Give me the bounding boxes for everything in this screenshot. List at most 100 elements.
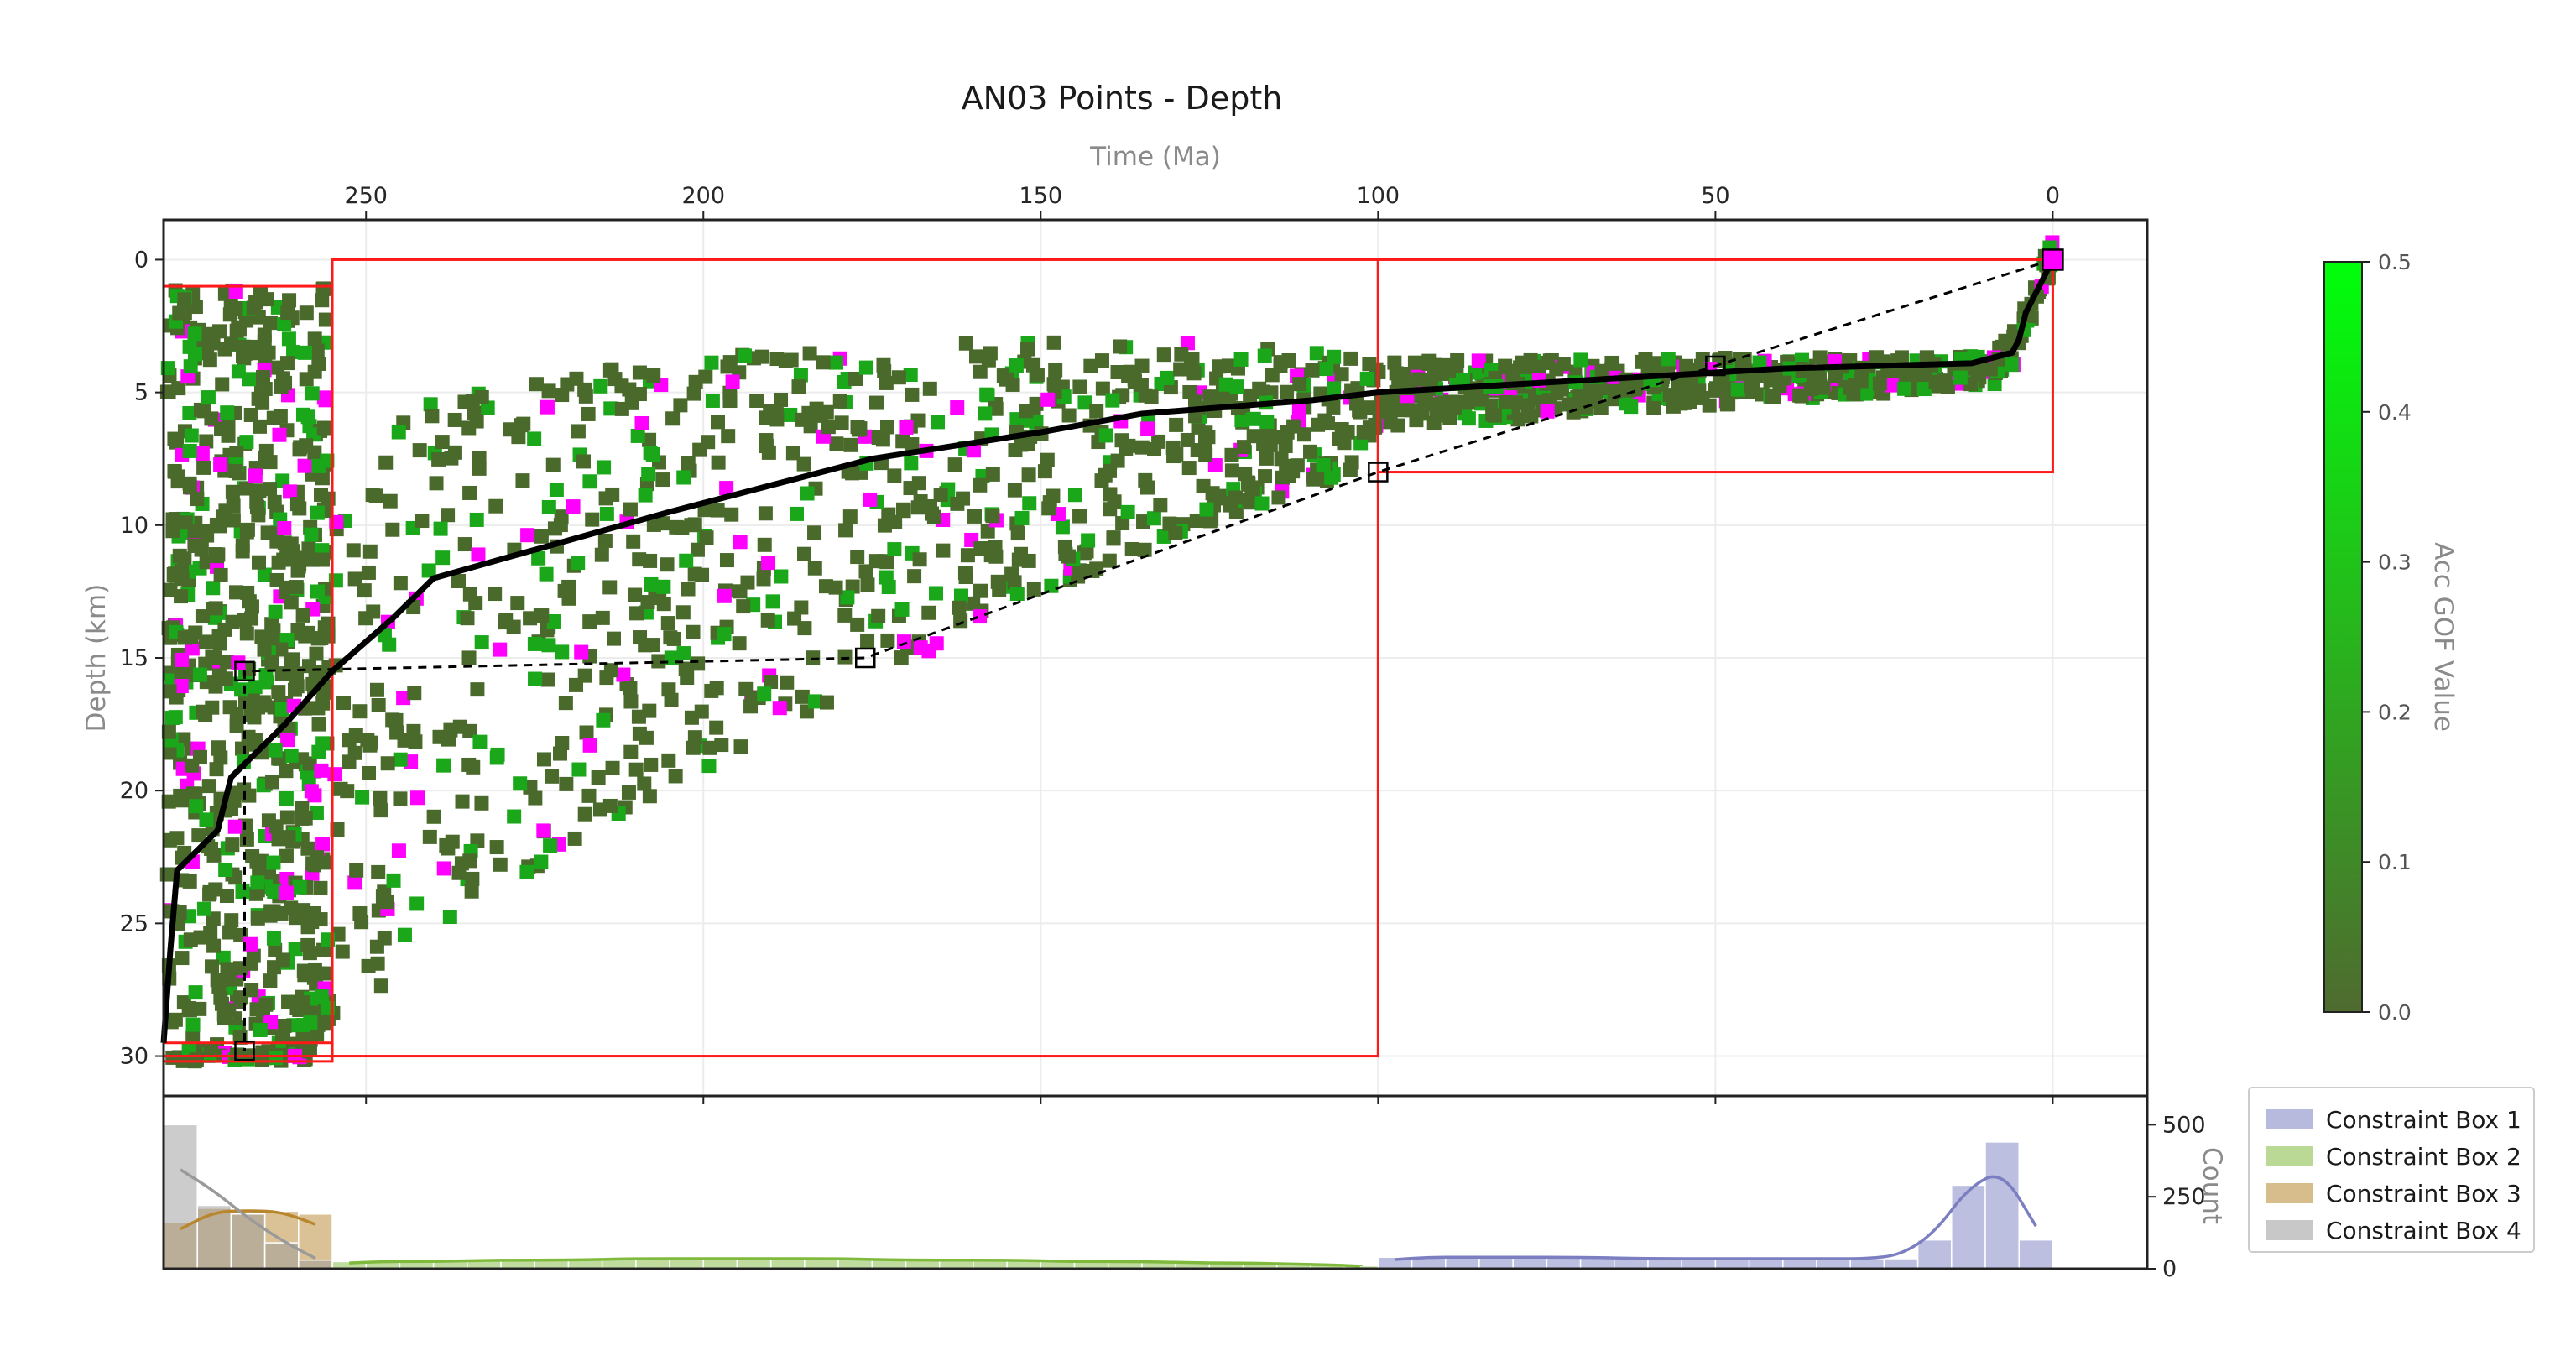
data-point <box>275 952 290 968</box>
data-point <box>189 1051 204 1067</box>
data-point <box>170 474 185 489</box>
data-point <box>239 435 254 450</box>
data-point <box>1352 403 1367 418</box>
data-point <box>309 805 324 820</box>
data-point <box>1271 490 1286 505</box>
data-point <box>269 572 284 587</box>
data-point <box>698 369 713 384</box>
data-point <box>958 570 973 585</box>
data-point <box>704 355 719 370</box>
data-point <box>226 498 241 514</box>
data-point <box>432 729 447 744</box>
histogram-bar <box>736 1258 772 1270</box>
data-point <box>646 517 661 532</box>
data-point <box>421 563 436 578</box>
data-point <box>607 372 623 387</box>
data-point <box>1953 370 1968 385</box>
data-point <box>1224 463 1239 478</box>
data-point <box>1010 526 1025 541</box>
data-point <box>1040 392 1056 407</box>
data-point <box>220 405 235 420</box>
data-point <box>279 885 294 900</box>
data-point <box>789 506 804 521</box>
data-point <box>225 484 240 499</box>
data-point <box>1744 378 1759 394</box>
data-point <box>1218 377 1233 392</box>
data-point <box>284 595 299 610</box>
data-point <box>1553 382 1568 397</box>
hist-y-tick-label: 500 <box>2162 1112 2206 1138</box>
data-point <box>264 617 279 632</box>
kde-curve-1 <box>1395 1175 2037 1261</box>
legend-label-3: Constraint Box 3 <box>2326 1180 2521 1208</box>
data-point <box>255 370 270 385</box>
data-point <box>396 691 411 706</box>
data-point <box>740 575 755 590</box>
data-point <box>1037 464 1052 479</box>
colorbar-label: Acc GOF Value <box>2428 542 2459 732</box>
data-point <box>1666 399 1681 414</box>
data-point <box>1292 377 1307 392</box>
data-point <box>296 903 311 918</box>
data-point <box>597 460 612 475</box>
data-point <box>1072 379 1087 394</box>
data-point <box>315 837 331 852</box>
data-point <box>894 602 910 617</box>
data-point <box>229 585 244 600</box>
data-point <box>1089 561 1104 576</box>
data-point <box>1233 352 1249 367</box>
data-point <box>593 378 608 394</box>
data-point <box>603 401 618 416</box>
data-point <box>441 841 456 856</box>
data-point <box>555 644 570 660</box>
data-point <box>759 439 774 454</box>
histogram-bar <box>298 1259 333 1270</box>
data-point <box>297 345 312 360</box>
data-point <box>1608 383 1623 399</box>
data-point <box>464 884 479 899</box>
data-point <box>250 910 265 926</box>
data-point <box>973 364 988 379</box>
data-point <box>973 609 988 624</box>
data-point <box>409 896 425 911</box>
data-point <box>206 581 221 596</box>
data-point <box>661 753 676 768</box>
data-point <box>1205 486 1220 501</box>
data-point <box>317 966 332 981</box>
data-point <box>591 770 606 785</box>
data-point <box>725 374 740 389</box>
data-point <box>922 381 937 396</box>
data-point <box>894 650 909 665</box>
data-point <box>182 405 197 420</box>
data-point <box>1189 514 1204 529</box>
data-point <box>967 509 983 524</box>
data-point <box>760 613 775 628</box>
data-point <box>1344 455 1359 470</box>
data-point <box>348 728 363 743</box>
data-point <box>305 386 320 401</box>
data-point <box>163 582 178 597</box>
data-point <box>642 432 657 447</box>
data-point <box>701 759 717 774</box>
data-point <box>765 594 780 609</box>
data-point <box>1309 346 1324 361</box>
data-point <box>1391 371 1406 386</box>
data-point <box>985 467 1000 482</box>
data-point <box>540 672 555 687</box>
data-point <box>174 563 189 578</box>
data-point <box>845 466 860 481</box>
data-point <box>263 316 278 331</box>
data-point <box>301 625 316 640</box>
data-point <box>519 864 534 879</box>
data-point <box>879 375 894 390</box>
data-point <box>847 371 863 386</box>
data-point <box>1573 352 1588 368</box>
data-point <box>422 829 437 844</box>
data-point <box>462 853 477 868</box>
data-point <box>656 579 671 594</box>
data-point <box>858 360 873 375</box>
data-point <box>268 604 283 619</box>
data-point <box>1450 353 1465 368</box>
data-point <box>1044 578 1059 593</box>
data-point <box>837 608 853 623</box>
